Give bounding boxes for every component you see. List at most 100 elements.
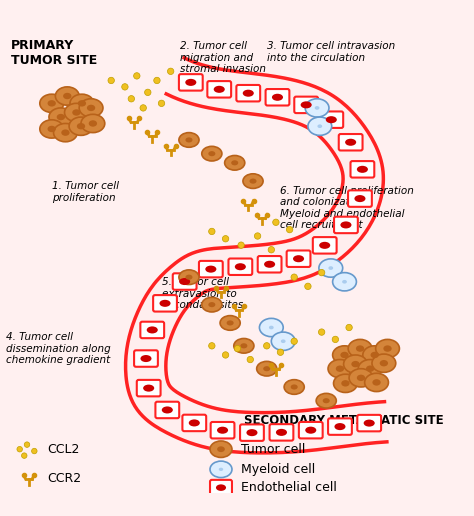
Circle shape [140, 105, 146, 111]
Ellipse shape [284, 380, 304, 394]
Circle shape [167, 68, 174, 74]
Circle shape [209, 228, 215, 235]
Ellipse shape [323, 398, 330, 404]
Ellipse shape [281, 340, 286, 343]
FancyBboxPatch shape [328, 418, 352, 435]
Ellipse shape [301, 101, 312, 108]
Ellipse shape [349, 369, 373, 387]
Ellipse shape [243, 90, 254, 96]
Text: 4. Tumor cell
dissemination along
chemokine gradient: 4. Tumor cell dissemination along chemok… [6, 332, 111, 365]
FancyBboxPatch shape [339, 134, 363, 151]
Ellipse shape [217, 427, 228, 434]
Circle shape [332, 336, 338, 343]
Ellipse shape [363, 346, 387, 364]
Ellipse shape [61, 130, 70, 136]
FancyBboxPatch shape [140, 321, 164, 338]
Ellipse shape [179, 133, 199, 147]
Circle shape [277, 349, 283, 356]
Text: Tumor cell: Tumor cell [241, 443, 306, 456]
Ellipse shape [72, 109, 81, 116]
Circle shape [319, 269, 325, 276]
Circle shape [17, 446, 22, 452]
FancyBboxPatch shape [265, 89, 289, 105]
Ellipse shape [356, 345, 364, 352]
Ellipse shape [189, 420, 200, 426]
Ellipse shape [316, 393, 336, 408]
Ellipse shape [259, 318, 283, 336]
Ellipse shape [231, 160, 238, 165]
Ellipse shape [340, 352, 349, 358]
Ellipse shape [70, 94, 94, 112]
FancyBboxPatch shape [334, 217, 358, 233]
Ellipse shape [305, 99, 329, 117]
FancyBboxPatch shape [357, 415, 381, 431]
FancyBboxPatch shape [294, 96, 318, 113]
FancyBboxPatch shape [270, 424, 293, 441]
Circle shape [346, 325, 352, 331]
Circle shape [234, 345, 241, 352]
Text: Myeloid cell: Myeloid cell [241, 463, 315, 476]
FancyBboxPatch shape [313, 237, 337, 253]
Ellipse shape [208, 302, 215, 307]
Ellipse shape [319, 242, 330, 249]
Ellipse shape [257, 361, 277, 376]
Circle shape [209, 343, 215, 349]
Ellipse shape [240, 343, 247, 348]
PathPatch shape [126, 58, 387, 453]
FancyBboxPatch shape [348, 190, 372, 207]
Ellipse shape [179, 270, 199, 284]
Ellipse shape [333, 272, 356, 291]
Ellipse shape [210, 441, 232, 458]
Ellipse shape [341, 380, 350, 386]
Ellipse shape [380, 360, 388, 366]
Ellipse shape [87, 105, 95, 111]
Ellipse shape [373, 379, 381, 385]
Ellipse shape [334, 374, 357, 393]
Ellipse shape [49, 108, 73, 126]
FancyBboxPatch shape [240, 424, 264, 441]
Text: Endothelial cell: Endothelial cell [241, 481, 337, 494]
Text: CCR2: CCR2 [47, 472, 81, 485]
Ellipse shape [55, 87, 79, 105]
Ellipse shape [162, 407, 173, 413]
Ellipse shape [318, 124, 322, 128]
Text: 5. Tumor cell
extravasion to
secondary sites: 5. Tumor cell extravasion to secondary s… [162, 277, 243, 311]
Circle shape [154, 77, 160, 84]
FancyBboxPatch shape [228, 259, 252, 275]
Ellipse shape [355, 195, 365, 202]
Ellipse shape [140, 355, 152, 362]
Ellipse shape [366, 365, 374, 372]
Ellipse shape [276, 429, 287, 436]
Ellipse shape [202, 147, 222, 161]
FancyBboxPatch shape [319, 111, 343, 128]
Ellipse shape [315, 106, 319, 110]
Circle shape [134, 73, 140, 79]
Ellipse shape [208, 151, 215, 156]
Ellipse shape [342, 280, 347, 284]
Ellipse shape [371, 352, 379, 358]
Circle shape [286, 227, 293, 233]
Circle shape [122, 84, 128, 90]
Ellipse shape [159, 300, 171, 307]
Circle shape [222, 236, 229, 242]
Ellipse shape [47, 100, 56, 106]
Ellipse shape [335, 423, 346, 430]
Ellipse shape [345, 139, 356, 146]
FancyBboxPatch shape [237, 85, 260, 102]
Ellipse shape [214, 86, 225, 93]
Ellipse shape [293, 255, 304, 262]
Circle shape [268, 247, 274, 253]
Ellipse shape [351, 361, 360, 367]
FancyBboxPatch shape [258, 256, 282, 272]
Ellipse shape [78, 100, 86, 106]
Circle shape [222, 352, 229, 358]
Circle shape [108, 77, 114, 84]
Ellipse shape [227, 320, 234, 326]
Circle shape [291, 274, 297, 280]
FancyBboxPatch shape [350, 161, 374, 178]
Ellipse shape [57, 114, 65, 120]
Ellipse shape [185, 79, 196, 86]
Circle shape [21, 453, 27, 458]
Text: 3. Tumor cell intravasion
into the circulation: 3. Tumor cell intravasion into the circu… [267, 41, 395, 63]
FancyBboxPatch shape [173, 273, 197, 290]
